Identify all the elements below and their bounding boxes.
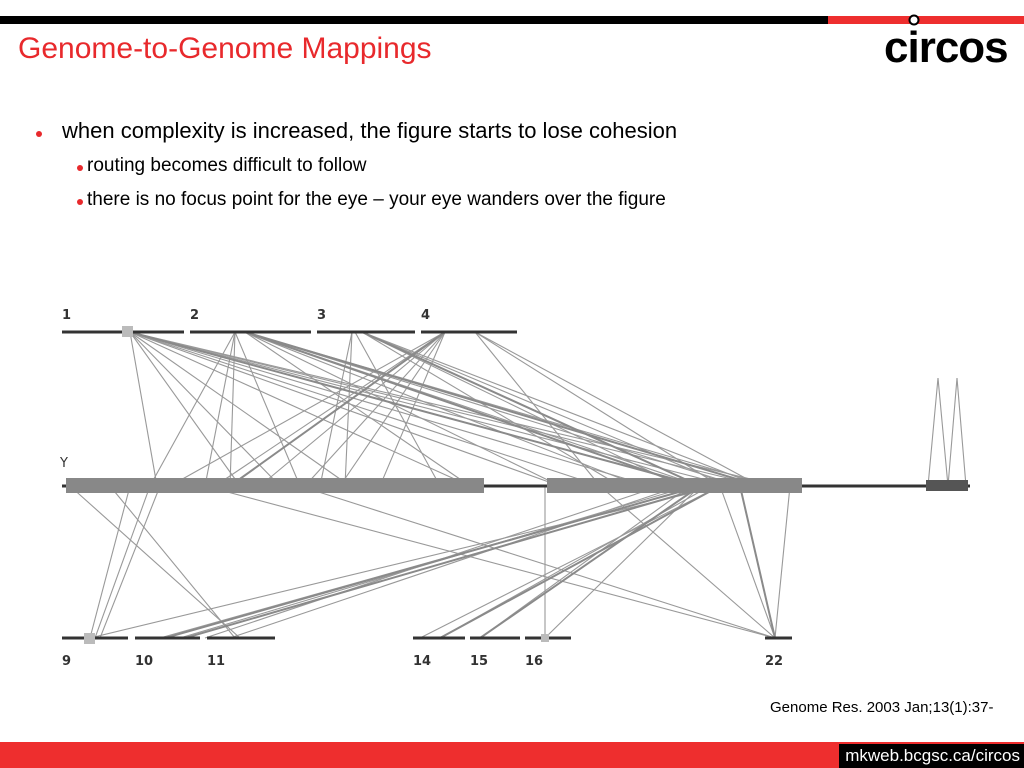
bullet-1: when complexity is increased, the figure… (62, 118, 678, 143)
bullet-dot-2 (77, 165, 83, 171)
mapping-lines-dense (129, 331, 776, 639)
y-segment-2 (547, 478, 802, 493)
bullet-dot-3 (77, 199, 83, 205)
middle-label-y: Y (59, 456, 68, 471)
top-label-2: 2 (190, 308, 199, 323)
bottom-label-14: 14 (413, 654, 431, 669)
top-marker (122, 326, 133, 337)
top-bar-red (828, 16, 1024, 24)
y-segment-1 (66, 478, 484, 493)
bottom-label-9: 9 (62, 654, 71, 669)
bottom-label-22: 22 (765, 654, 783, 669)
y-segment-3 (926, 480, 968, 491)
bottom-label-10: 10 (135, 654, 153, 669)
slide-title: Genome-to-Genome Mappings (18, 32, 432, 65)
citation: Genome Res. 2003 Jan;13(1):37- (770, 699, 994, 716)
top-bar-black (0, 16, 828, 24)
top-label-4: 4 (421, 308, 430, 323)
bottom-label-16: 16 (525, 654, 543, 669)
top-label-1: 1 (62, 308, 71, 323)
bullet-dot-1 (36, 131, 42, 137)
bottom-label-11: 11 (207, 654, 225, 669)
bullet-3: there is no focus point for the eye – yo… (87, 189, 666, 210)
bullet-2: routing becomes difficult to follow (87, 155, 367, 176)
logo-text: circos (884, 23, 1009, 72)
logo-dot-icon (908, 14, 920, 26)
footer-url[interactable]: mkweb.bcgsc.ca/circos (839, 744, 1024, 768)
circos-logo: circos (880, 12, 1020, 72)
bottom-label-15: 15 (470, 654, 488, 669)
bottom-marker-16 (541, 634, 549, 642)
bottom-marker-9 (84, 633, 95, 644)
top-label-3: 3 (317, 308, 326, 323)
